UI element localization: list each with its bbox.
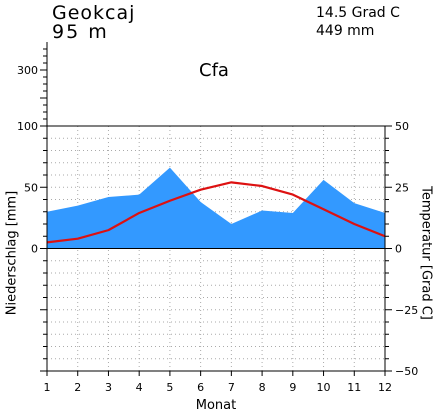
x-tick-label: 2	[74, 381, 81, 394]
station-elevation: 95 m	[52, 21, 109, 43]
x-tick-label: 6	[197, 381, 204, 394]
left-tick-label: 100	[17, 120, 38, 133]
station-name: Geokcaj	[52, 2, 136, 24]
right-tick-label: −25	[395, 304, 418, 317]
precipitation-area	[46, 167, 386, 249]
temperature-line	[46, 181, 386, 244]
right-tick-label: 50	[395, 120, 409, 133]
y-axis-label-right: Temperatur [Grad C]	[418, 186, 434, 320]
x-tick-label: 5	[166, 381, 173, 394]
annual-precipitation: 449 mm	[316, 23, 375, 39]
temperature-line-shape	[46, 181, 386, 244]
x-tick-label: 3	[105, 381, 112, 394]
x-tick-label: 9	[289, 381, 296, 394]
right-tick-label: −50	[395, 365, 418, 378]
x-tick-label: 7	[228, 381, 235, 394]
left-tick-label: 0	[31, 243, 38, 256]
axes	[40, 42, 392, 376]
x-axis-label: Monat	[195, 398, 237, 413]
upper-tick-label: 300	[17, 64, 38, 77]
x-tick-label: 12	[378, 381, 392, 394]
right-tick-label: 0	[395, 243, 402, 256]
x-tick-label: 4	[136, 381, 143, 394]
annual-mean-temperature: 14.5 Grad C	[316, 5, 400, 21]
climate-classification: Cfa	[199, 60, 229, 81]
right-tick-label: 25	[395, 181, 409, 194]
x-tick-label: 10	[317, 381, 331, 394]
y-axis-label-left: Niederschlag [mm]	[4, 190, 20, 316]
left-tick-label: 50	[24, 181, 38, 194]
precipitation-area-shape	[47, 167, 385, 249]
x-tick-label: 11	[347, 381, 361, 394]
x-tick-label: 8	[259, 381, 266, 394]
x-tick-label: 1	[44, 381, 51, 394]
